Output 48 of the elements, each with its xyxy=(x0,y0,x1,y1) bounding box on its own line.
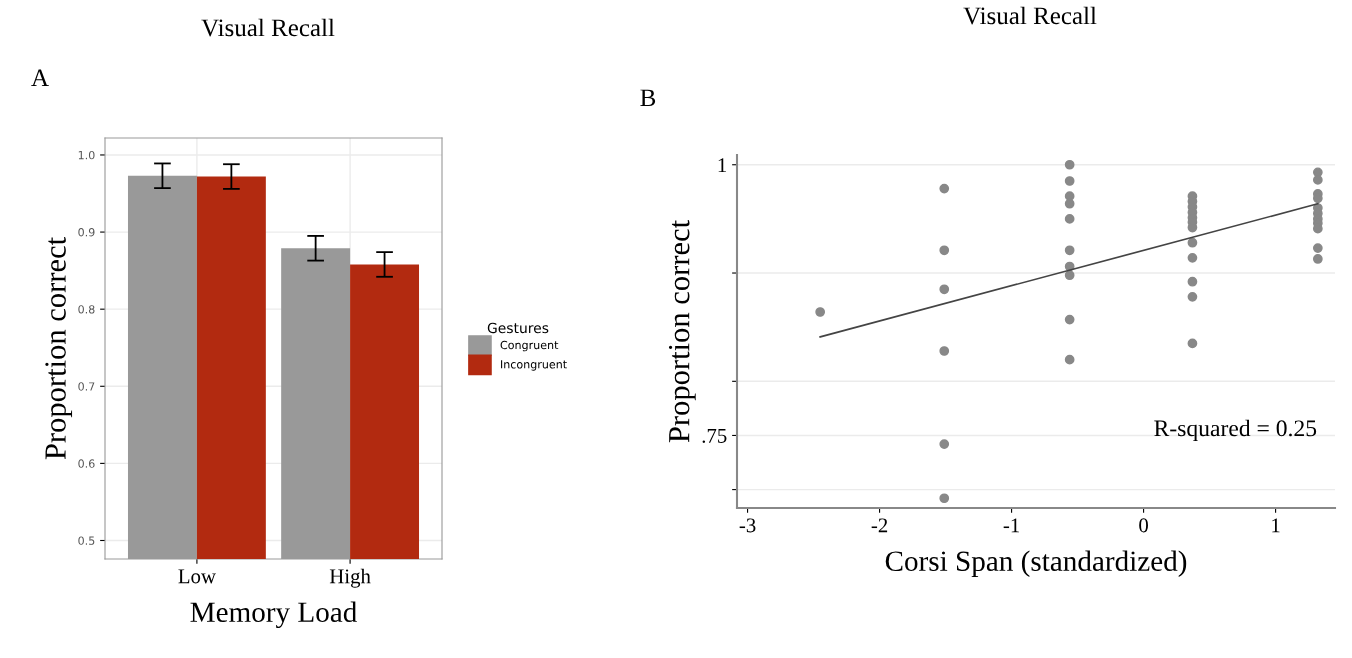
y-tick-label: 0.8 xyxy=(78,305,95,314)
x-tick-label: 1 xyxy=(1272,518,1280,533)
x-tick-label: High xyxy=(329,568,371,588)
point xyxy=(1064,270,1075,281)
point xyxy=(1187,253,1198,263)
point xyxy=(939,284,950,295)
point xyxy=(1312,254,1323,264)
x-tick-label: -2 xyxy=(871,518,888,533)
point xyxy=(1312,243,1323,253)
x-tick-label: 0 xyxy=(1139,518,1148,533)
point xyxy=(1187,276,1198,287)
y-tick-label: .75 xyxy=(702,429,727,443)
point xyxy=(939,493,950,504)
point xyxy=(1064,159,1075,170)
point xyxy=(939,346,950,356)
x-tick-label: -3 xyxy=(739,518,756,533)
y-axis-title: Proportion correct xyxy=(45,237,73,460)
point xyxy=(1187,291,1198,302)
y-tick-label: 0.6 xyxy=(78,459,95,468)
x-tick-label: -1 xyxy=(1003,518,1020,533)
point xyxy=(815,307,826,317)
point xyxy=(1187,237,1198,248)
y-tick-label: 0.7 xyxy=(78,382,95,391)
point xyxy=(1064,354,1075,365)
y-tick-label: 0.9 xyxy=(78,228,95,237)
x-axis-title: Memory Load xyxy=(190,601,357,629)
point xyxy=(1312,175,1323,185)
point xyxy=(1064,314,1075,325)
point xyxy=(1187,338,1198,349)
point xyxy=(939,439,950,449)
chart-subtitle: A xyxy=(31,69,49,87)
point xyxy=(939,245,950,256)
legend-label: Incongruent xyxy=(501,360,567,371)
y-tick-label: 1.0 xyxy=(78,150,95,160)
point xyxy=(1064,176,1075,186)
point xyxy=(1064,245,1075,256)
annotation: R-squared = 0.25 xyxy=(1154,419,1317,442)
point xyxy=(1064,214,1075,224)
y-axis-title: Proportion correct xyxy=(668,220,696,443)
y-tick-label: 0.5 xyxy=(78,536,95,545)
legend-title: Gestures xyxy=(487,322,549,334)
point xyxy=(939,183,950,194)
chart-subtitle: B xyxy=(640,89,656,107)
x-axis-title: Corsi Span (standardized) xyxy=(885,550,1187,577)
chart-title: Visual Recall xyxy=(201,18,335,37)
legend-label: Congruent xyxy=(500,340,559,352)
x-tick-label: Low xyxy=(178,569,216,584)
chart-title: Visual Recall xyxy=(963,6,1097,25)
